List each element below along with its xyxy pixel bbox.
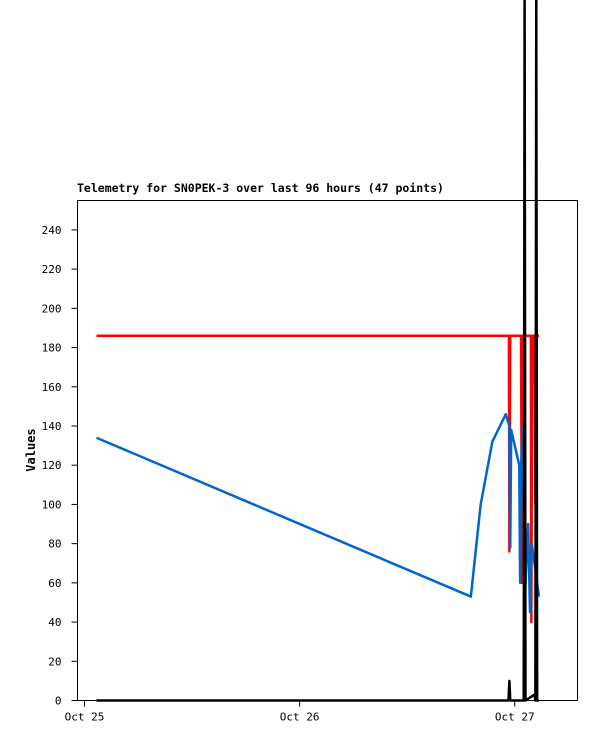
- x-tick-label: Oct 27: [495, 711, 535, 724]
- y-tick-label: 100: [42, 498, 62, 511]
- y-tick-label: 160: [42, 381, 62, 394]
- y-tick-label: 240: [42, 224, 62, 237]
- y-tick-label: 180: [42, 342, 62, 355]
- y-tick-label: 20: [48, 655, 61, 668]
- y-axis-label: Values: [24, 428, 38, 471]
- y-tick-label: 220: [42, 263, 62, 276]
- y-tick-label: 40: [48, 616, 61, 629]
- series-line: [96, 412, 541, 614]
- y-tick-label: 0: [55, 695, 62, 708]
- y-tick-label: 60: [48, 577, 61, 590]
- x-tick-label: Oct 25: [65, 711, 105, 724]
- plot-frame: [77, 200, 578, 701]
- series-line: [96, 0, 539, 702]
- y-tick-label: 140: [42, 420, 62, 433]
- chart-title: Telemetry for SN0PEK-3 over last 96 hour…: [77, 181, 444, 195]
- y-tick-label: 80: [48, 538, 61, 551]
- x-tick-label: Oct 26: [280, 711, 320, 724]
- y-tick-label: 120: [42, 459, 62, 472]
- y-tick-label: 200: [42, 302, 62, 315]
